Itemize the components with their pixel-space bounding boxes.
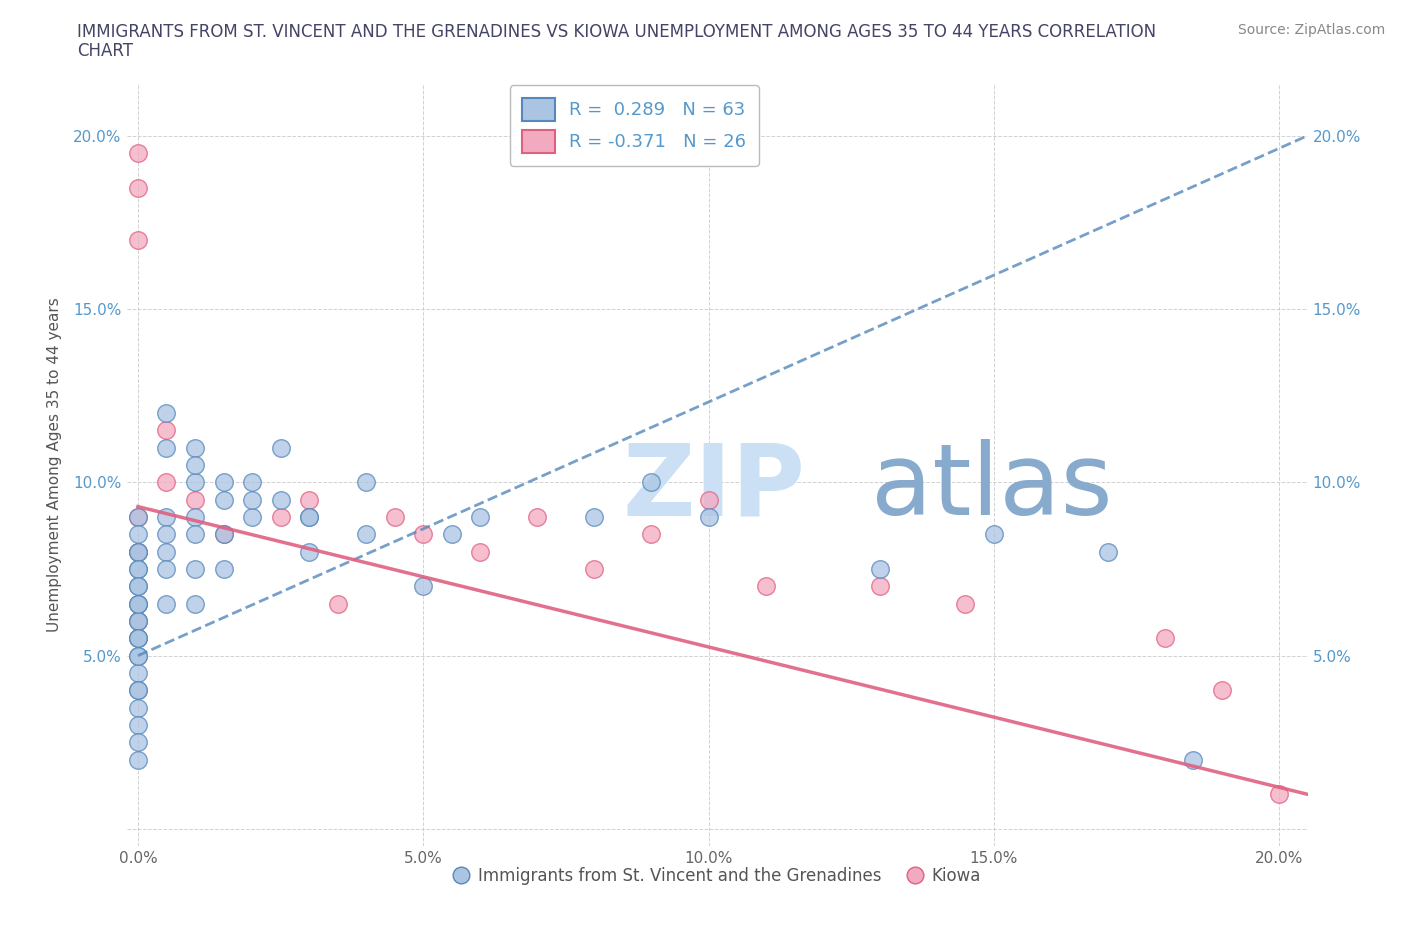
Text: ZIP: ZIP — [623, 439, 806, 537]
Point — [184, 492, 207, 507]
Point — [127, 578, 149, 593]
Point — [127, 683, 149, 698]
Point — [155, 596, 177, 611]
Point — [127, 631, 149, 645]
Text: atlas: atlas — [870, 439, 1112, 537]
Point — [127, 596, 149, 611]
Text: CHART: CHART — [77, 42, 134, 60]
Point — [1097, 544, 1119, 559]
Point — [184, 510, 207, 525]
Point — [869, 578, 891, 593]
Point — [298, 510, 321, 525]
Point — [184, 596, 207, 611]
Point — [1182, 752, 1205, 767]
Point — [983, 527, 1005, 542]
Point — [270, 510, 292, 525]
Point — [127, 752, 149, 767]
Text: IMMIGRANTS FROM ST. VINCENT AND THE GRENADINES VS KIOWA UNEMPLOYMENT AMONG AGES : IMMIGRANTS FROM ST. VINCENT AND THE GREN… — [77, 23, 1157, 41]
Point — [127, 578, 149, 593]
Point — [240, 492, 263, 507]
Point — [1211, 683, 1233, 698]
Point — [583, 562, 606, 577]
Point — [155, 510, 177, 525]
Point — [184, 527, 207, 542]
Point — [155, 440, 177, 455]
Point — [155, 562, 177, 577]
Point — [697, 510, 720, 525]
Point — [127, 527, 149, 542]
Point — [184, 440, 207, 455]
Point — [127, 544, 149, 559]
Point — [127, 510, 149, 525]
Point — [127, 232, 149, 247]
Point — [127, 683, 149, 698]
Point — [184, 475, 207, 490]
Point — [640, 475, 662, 490]
Point — [127, 614, 149, 629]
Point — [155, 423, 177, 438]
Point — [240, 510, 263, 525]
Point — [127, 596, 149, 611]
Point — [127, 544, 149, 559]
Point — [155, 475, 177, 490]
Point — [212, 562, 235, 577]
Point — [212, 527, 235, 542]
Point — [127, 631, 149, 645]
Point — [155, 405, 177, 420]
Point — [240, 475, 263, 490]
Point — [384, 510, 406, 525]
Point — [127, 700, 149, 715]
Point — [640, 527, 662, 542]
Point — [127, 648, 149, 663]
Point — [412, 578, 434, 593]
Legend: Immigrants from St. Vincent and the Grenadines, Kiowa: Immigrants from St. Vincent and the Gren… — [447, 860, 987, 891]
Point — [127, 718, 149, 733]
Text: Source: ZipAtlas.com: Source: ZipAtlas.com — [1237, 23, 1385, 37]
Point — [1268, 787, 1291, 802]
Point — [127, 180, 149, 195]
Point — [127, 614, 149, 629]
Point — [354, 527, 377, 542]
Y-axis label: Unemployment Among Ages 35 to 44 years: Unemployment Among Ages 35 to 44 years — [48, 298, 62, 632]
Point — [184, 458, 207, 472]
Point — [184, 562, 207, 577]
Point — [869, 562, 891, 577]
Point — [270, 440, 292, 455]
Point — [212, 492, 235, 507]
Point — [127, 146, 149, 161]
Point — [127, 648, 149, 663]
Point — [127, 544, 149, 559]
Point — [955, 596, 977, 611]
Point — [127, 562, 149, 577]
Point — [298, 492, 321, 507]
Point — [127, 735, 149, 750]
Point — [270, 492, 292, 507]
Point — [583, 510, 606, 525]
Point — [155, 544, 177, 559]
Point — [127, 631, 149, 645]
Point — [412, 527, 434, 542]
Point — [298, 510, 321, 525]
Point — [127, 510, 149, 525]
Point — [470, 510, 492, 525]
Point — [298, 544, 321, 559]
Point — [697, 492, 720, 507]
Point — [754, 578, 776, 593]
Point — [526, 510, 548, 525]
Point — [212, 475, 235, 490]
Point — [212, 527, 235, 542]
Point — [127, 666, 149, 681]
Point — [326, 596, 349, 611]
Point — [354, 475, 377, 490]
Point — [127, 562, 149, 577]
Point — [155, 527, 177, 542]
Point — [470, 544, 492, 559]
Point — [440, 527, 463, 542]
Point — [127, 596, 149, 611]
Point — [1154, 631, 1177, 645]
Point — [127, 614, 149, 629]
